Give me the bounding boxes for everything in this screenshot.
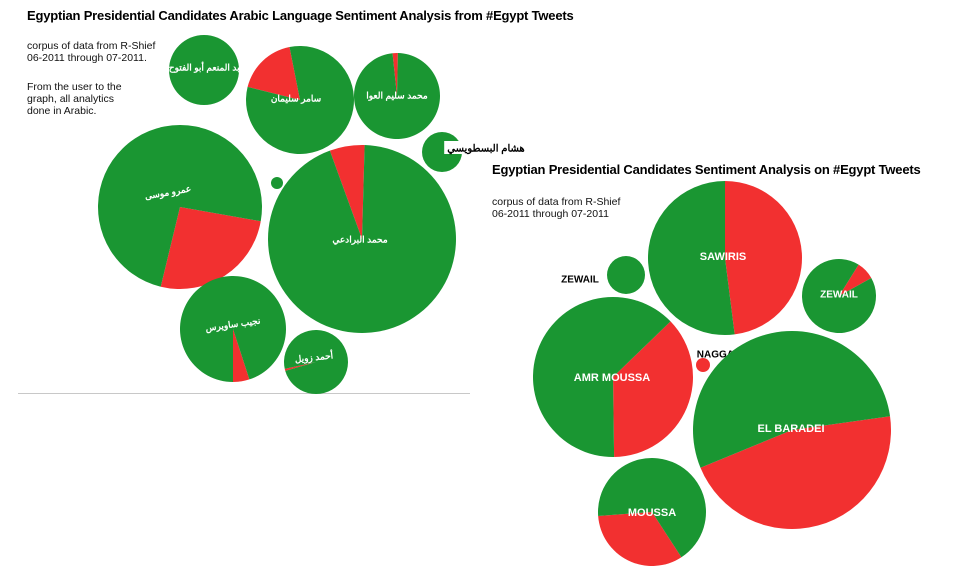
negative-slice	[233, 329, 250, 382]
positive-slice	[693, 331, 891, 468]
positive-slice	[354, 53, 441, 139]
positive-slice	[284, 330, 349, 395]
negative-slice	[700, 416, 892, 530]
bubble-label: AMR MOUSSA	[574, 372, 650, 384]
positive-slice	[169, 35, 239, 105]
bubble-label: ZEWAIL	[820, 290, 858, 301]
corpus-note-arabic: corpus of data from R-Shief 06-2011 thro…	[27, 40, 156, 64]
negative-slice	[598, 512, 682, 566]
bubble-label: محمد سليم العوا	[366, 90, 428, 101]
positive-slice	[532, 296, 671, 457]
positive-slice	[271, 177, 283, 189]
positive-slice	[180, 276, 287, 382]
negative-slice	[839, 264, 872, 296]
chart-title-english: Egyptian Presidential Candidates Sentime…	[492, 162, 921, 177]
bubble-label: MOUSSA	[628, 507, 676, 519]
label-background	[444, 141, 528, 154]
bubble-label: أحمد زويل	[294, 348, 334, 365]
bubble-label: ZEWAIL	[561, 275, 599, 286]
negative-slice	[284, 362, 316, 371]
negative-slice	[247, 47, 300, 100]
negative-slice	[613, 321, 693, 457]
positive-slice	[98, 125, 262, 287]
negative-slice	[329, 145, 365, 239]
positive-slice	[802, 258, 876, 333]
positive-slice	[607, 256, 645, 294]
negative-slice	[696, 358, 710, 372]
positive-slice	[268, 145, 457, 333]
bubble-label: عبد المنعم أبو الفتوح	[169, 60, 245, 73]
positive-slice	[647, 181, 735, 335]
bubble-label: SAWIRIS	[700, 251, 746, 263]
chart-title-arabic: Egyptian Presidential Candidates Arabic …	[27, 8, 574, 23]
negative-slice	[392, 53, 398, 96]
positive-slice	[597, 458, 706, 558]
negative-slice	[160, 207, 261, 289]
negative-slice	[725, 181, 802, 335]
bubble-label: محمد البرادعي	[332, 234, 388, 245]
bubble-label: NAGGAR	[697, 350, 742, 361]
bubble-label: EL BARADEI	[757, 423, 824, 435]
positive-slice	[246, 46, 354, 155]
bubble-label: سامر سليمان	[271, 93, 321, 104]
analytics-note-arabic: From the user to the graph, all analytic…	[27, 81, 122, 117]
panel-divider	[18, 393, 470, 394]
corpus-note-english: corpus of data from R-Shief 06-2011 thro…	[492, 196, 621, 220]
bubble-label: هشام البسطويسي	[447, 144, 524, 155]
